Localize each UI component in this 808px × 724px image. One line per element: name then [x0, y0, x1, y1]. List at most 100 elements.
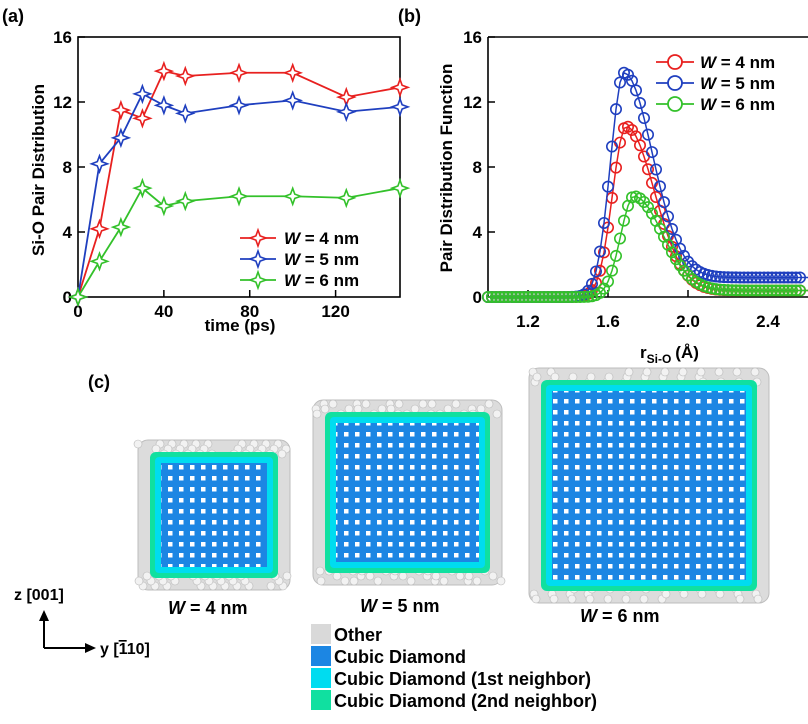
nanowire-caption-6nm: W = 6 nm: [580, 606, 660, 626]
shell-atom: [568, 372, 578, 382]
nanowire-cubic-diamond-core: [336, 423, 479, 562]
panel-b-point: [613, 232, 626, 245]
panel-b-ytick-label: 8: [473, 158, 482, 177]
panel-a-point: [132, 83, 153, 105]
panel-a-point: [282, 62, 304, 84]
panel-a-point: [389, 77, 411, 98]
panel-b-chart: 1.2 1.6 2.0 2.4 0 4 8 12 16 Pair Distribution Fu…: [437, 28, 808, 366]
shell-atom: [496, 576, 506, 586]
panel-b-point: [549, 290, 562, 303]
panel-b-point: [761, 271, 774, 284]
panel-b-point: [769, 284, 782, 297]
panel-a-point: [132, 177, 153, 199]
shell-atom: [394, 399, 404, 409]
panel-a-xlabel: time (ps): [205, 316, 276, 335]
panel-b-point: [617, 214, 630, 227]
panel-a-point: [335, 187, 357, 209]
panel-b-point: [573, 290, 586, 303]
shell-atom: [642, 367, 652, 377]
panel-a-point: [335, 101, 357, 123]
panel-a-point: [389, 96, 411, 118]
panel-a-chart: 0 40 80 120 0 4 8 12 16 Si-O Pair Distribution t…: [29, 28, 411, 335]
panel-b-point: [593, 245, 606, 258]
panel-b-point: [733, 284, 746, 297]
panel-b-point: [633, 97, 646, 110]
legend-b-marker: [667, 75, 683, 91]
panel-b-point: [493, 290, 506, 303]
panel-b-point: [629, 84, 642, 97]
structure-legend-label-0: Other: [334, 625, 382, 645]
panel-b-point: [749, 271, 762, 284]
panel-b-point: [709, 270, 722, 283]
panel-a-point: [282, 90, 304, 111]
y-axis-bar-digit: 1: [119, 641, 128, 658]
nanowire-6nm: [528, 367, 770, 604]
panel-b-point: [585, 277, 598, 290]
panel-b-point: [749, 284, 762, 297]
shell-atom: [464, 571, 474, 581]
panel-a-point: [174, 190, 196, 212]
panel-b-point: [593, 264, 606, 277]
shell-atom: [398, 571, 408, 581]
nanowire-cubic-diamond-core: [552, 391, 746, 580]
panel-a-xtick-label: 0: [73, 302, 82, 321]
nanowire-cubic-diamond-core: [161, 463, 267, 567]
panel-b-point: [729, 284, 742, 297]
legend-a-marker: [247, 269, 269, 291]
panel-b-ytick-label: 4: [473, 223, 483, 242]
shell-atom: [439, 576, 449, 586]
panel-b-point: [641, 201, 654, 214]
panel-b-point: [581, 290, 594, 303]
nanowire-caption-4nm: W = 4 nm: [168, 598, 248, 618]
panel-b-point: [641, 163, 654, 176]
panel-b-point: [765, 284, 778, 297]
panel-b-point: [589, 265, 602, 278]
shell-atom: [340, 576, 350, 586]
panel-b-point: [605, 264, 618, 277]
panel-a-xtick-label: 80: [240, 302, 259, 321]
structure-legend-swatch-0: [311, 624, 331, 644]
panel-a-ticks: 0 40 80 120 0 4 8 12 16: [53, 28, 350, 321]
panel-b-point: [721, 284, 734, 297]
shell-atom: [133, 439, 143, 449]
panel-c-label: (c): [88, 372, 110, 392]
panel-a-point: [153, 60, 175, 82]
panel-b-ytick-label: 16: [463, 28, 482, 47]
panel-a-point: [228, 185, 250, 207]
panel-b-point: [729, 271, 742, 284]
panel-b-point: [745, 284, 758, 297]
panel-b-xlabel-unit: (Å): [675, 343, 699, 362]
shell-atom: [567, 594, 577, 604]
structure-legend-label-1: Cubic Diamond: [334, 647, 466, 667]
panel-b-ytick-label: 0: [473, 288, 482, 307]
shell-atom: [353, 404, 363, 414]
shell-atom: [266, 581, 276, 591]
panel-a-ytick-label: 4: [63, 223, 73, 242]
legend-a-label: W = 6 nm: [284, 271, 359, 290]
legend-b-label: W = 4 nm: [700, 53, 775, 72]
shell-atom: [365, 571, 375, 581]
panel-a-point: [89, 250, 110, 272]
shell-atom: [604, 372, 614, 382]
structure-legend-label-2: Cubic Diamond (1st neighbor): [334, 669, 591, 689]
shell-atom: [750, 367, 760, 377]
shell-atom: [410, 404, 420, 414]
panel-a-point: [89, 153, 110, 175]
panel-b-point: [789, 271, 802, 284]
panel-b-point: [713, 283, 726, 296]
panel-b-point: [665, 246, 678, 259]
panel-b-point: [645, 146, 658, 159]
panel-a-point: [282, 185, 304, 207]
panel-b-point: [601, 180, 614, 193]
shell-atom: [134, 576, 144, 586]
y-axis-label: y [110]: [100, 641, 150, 658]
shell-atom: [277, 449, 287, 459]
panel-a-point: [228, 62, 250, 84]
panel-a-point: [153, 195, 175, 217]
panel-b-point: [669, 253, 682, 266]
panel-b-point: [609, 249, 622, 262]
panel-b-point: [781, 284, 794, 297]
panel-b-point: [569, 290, 582, 303]
shell-atom: [377, 404, 387, 414]
